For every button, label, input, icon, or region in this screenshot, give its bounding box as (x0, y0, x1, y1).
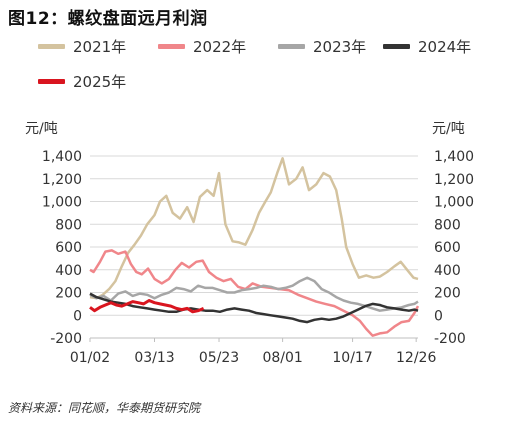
y-axis-unit-right: 元/吨 (432, 121, 465, 137)
legend-swatch-2021 (38, 44, 65, 49)
y-tick-left: 200 (55, 286, 82, 302)
legend-label-2025: 2025年 (73, 73, 127, 91)
y-tick-left: 400 (55, 263, 82, 279)
series-line-2021年 (89, 157, 419, 300)
x-tick-label: 03/13 (134, 350, 174, 366)
legend-item-2023: 2023年 (278, 36, 366, 57)
series-line-2025年 (89, 299, 205, 314)
x-tick-label: 01/02 (70, 350, 110, 366)
y-tick-left: 600 (55, 240, 82, 256)
y-tick-right: 600 (434, 240, 461, 256)
legend-swatch-2024 (383, 44, 410, 49)
y-tick-right: 400 (434, 263, 461, 279)
legend-label-2021: 2021年 (73, 38, 127, 56)
x-tick-label: 08/01 (262, 350, 302, 366)
legend-label-2022: 2022年 (193, 38, 247, 56)
legend-swatch-2022 (158, 44, 185, 49)
legend-label-2023: 2023年 (313, 38, 367, 56)
series-line-2023年 (89, 276, 419, 312)
y-tick-left: 1,200 (42, 172, 82, 188)
y-tick-right: -200 (434, 331, 466, 347)
legend-label-2024: 2024年 (418, 38, 472, 56)
legend-item-2025: 2025年 (38, 71, 126, 92)
x-tick-label: 10/17 (332, 350, 372, 366)
series-lines (89, 157, 420, 337)
y-tick-right: 1,400 (434, 149, 474, 165)
axes: -200 -200 0 0 200 200 400 400 600 600 800 800 1,000 1… (42, 149, 474, 366)
y-tick-left: 1,000 (42, 195, 82, 211)
y-tick-left: 0 (73, 308, 82, 324)
y-tick-left: 800 (55, 217, 82, 233)
y-tick-right: 1,200 (434, 172, 474, 188)
x-tick-label: 05/23 (199, 350, 239, 366)
legend-swatch-2023 (278, 44, 305, 49)
series-line-2022年 (89, 249, 420, 337)
legend-item-2022: 2022年 (158, 36, 246, 57)
y-tick-left: -200 (50, 331, 82, 347)
y-tick-left: 1,400 (42, 149, 82, 165)
chart-title: 图12：螺纹盘面远月利润 (8, 9, 208, 29)
y-axis-unit-left: 元/吨 (25, 121, 58, 137)
source-note: 资料来源：同花顺，华泰期货研究院 (8, 401, 201, 415)
y-tick-right: 200 (434, 286, 461, 302)
gridlines (90, 155, 418, 339)
y-tick-right: 800 (434, 217, 461, 233)
legend-item-2024: 2024年 (383, 36, 471, 57)
legend-item-2021: 2021年 (38, 36, 126, 57)
y-tick-right: 1,000 (434, 195, 474, 211)
series-line-2024年 (89, 292, 419, 324)
y-tick-right: 0 (434, 308, 443, 324)
legend-swatch-2025 (38, 79, 65, 84)
x-tick-label: 12/26 (396, 350, 436, 366)
